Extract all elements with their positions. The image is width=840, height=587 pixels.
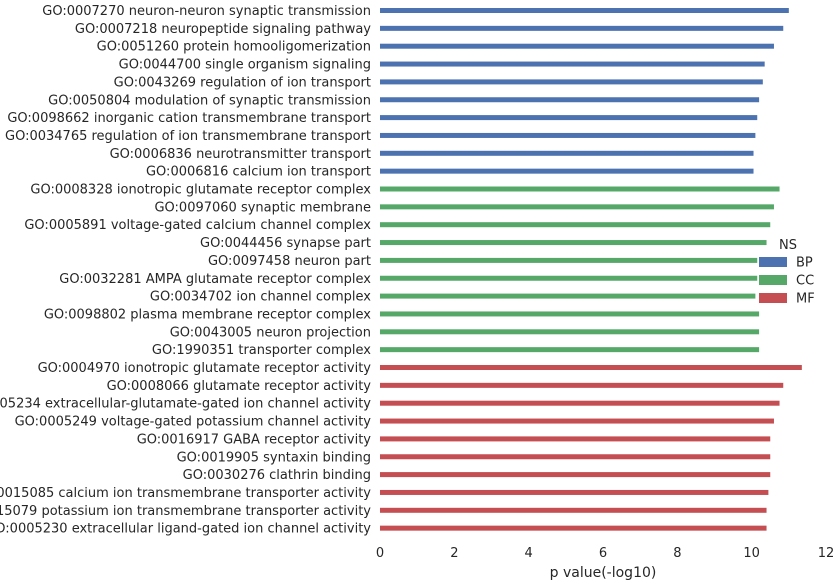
legend-label-cc: CC [796,274,814,289]
bar-6 [380,115,758,121]
x-tick-label-6: 12 [818,546,835,561]
bar-29 [380,525,767,531]
bar-7 [380,132,756,138]
legend-label-mf: MF [796,292,815,307]
bar-0 [380,8,789,13]
legend-label-bp: BP [796,256,813,271]
bar-16 [380,293,756,299]
bar-1 [380,25,784,31]
x-tick-label-4: 8 [673,546,681,561]
bar-11 [380,204,774,210]
category-label-19: GO:1990351 transporter complex [152,343,371,358]
bar-3 [380,61,765,67]
legend-title: NS [779,238,797,253]
x-axis-label: p value(-log10) [550,565,657,581]
legend-swatch-bp [759,257,787,267]
category-label-16: GO:0034702 ion channel complex [150,290,371,305]
category-label-20: GO:0004970 ionotropic glutamate receptor… [38,361,372,376]
bar-20 [380,365,802,370]
bar-28 [380,507,767,513]
bar-5 [380,97,760,103]
bar-17 [380,311,760,317]
bar-19 [380,347,760,353]
category-label-3: GO:0044700 single organism signaling [119,58,371,73]
category-label-23: GO:0005249 voltage-gated potassium chann… [15,415,372,430]
bar-2 [380,43,774,49]
x-tick-label-0: 0 [376,546,384,561]
category-label-15: GO:0032281 AMPA glutamate receptor compl… [59,272,371,287]
category-label-14: GO:0097458 neuron part [208,254,371,269]
legend: NS BP CC MF [759,238,815,307]
category-label-5: GO:0050804 modulation of synaptic transm… [48,93,371,108]
bar-21 [380,382,784,388]
category-label-11: GO:0097060 synaptic membrane [154,200,371,215]
x-tick-label-1: 2 [450,546,458,561]
bar-4 [380,79,763,85]
bar-14 [380,257,758,263]
bar-27 [380,489,769,495]
category-label-28: GO:0015079 potassium ion transmembrane t… [0,504,371,519]
legend-swatch-mf [759,293,787,303]
bar-24 [380,436,771,442]
x-tick-labels-group: 0 2 4 6 8 10 12 [376,546,834,561]
category-label-7: GO:0034765 regulation of ion transmembra… [5,129,371,144]
category-label-9: GO:0006816 calcium ion transport [146,165,371,180]
x-tick-label-5: 10 [743,546,760,561]
bar-13 [380,240,767,246]
category-label-2: GO:0051260 protein homooligomerization [97,40,371,55]
category-label-21: GO:0008066 glutamate receptor activity [107,379,372,394]
category-label-27: GO:0015085 calcium ion transmembrane tra… [0,486,371,501]
category-labels-group: GO:0007270 neuron-neuron synaptic transm… [0,4,371,537]
category-label-8: GO:0006836 neurotransmitter transport [110,147,371,162]
category-label-0: GO:0007270 neuron-neuron synaptic transm… [42,4,371,19]
category-label-18: GO:0043005 neuron projection [170,325,371,340]
category-label-25: GO:0019905 syntaxin binding [177,450,371,465]
category-label-17: GO:0098802 plasma membrane receptor comp… [44,307,371,322]
category-label-10: GO:0008328 ionotropic glutamate receptor… [30,183,371,198]
category-label-6: GO:0098662 inorganic cation transmembran… [7,111,371,126]
bar-8 [380,150,754,156]
bar-22 [380,400,780,406]
category-label-4: GO:0043269 regulation of ion transport [114,75,371,90]
x-tick-label-3: 6 [599,546,607,561]
bar-23 [380,418,774,424]
bar-10 [380,186,780,192]
bar-15 [380,275,758,281]
bar-25 [380,454,771,460]
category-label-26: GO:0030276 clathrin binding [183,468,371,483]
category-label-1: GO:0007218 neuropeptide signaling pathwa… [75,22,371,37]
category-label-24: GO:0016917 GABA receptor activity [137,432,372,447]
category-label-29: GO:0005230 extracellular ligand-gated io… [0,522,371,537]
category-label-13: GO:0044456 synapse part [200,236,371,251]
x-tick-label-2: 4 [525,546,533,561]
bar-26 [380,472,771,478]
category-label-12: GO:0005891 voltage-gated calcium channel… [24,218,371,233]
bars-group [380,8,802,531]
bar-12 [380,222,771,228]
bar-9 [380,168,754,174]
category-label-22: GO:0005234 extracellular-glutamate-gated… [0,397,371,412]
legend-swatch-cc [759,275,787,285]
bar-18 [380,329,760,335]
